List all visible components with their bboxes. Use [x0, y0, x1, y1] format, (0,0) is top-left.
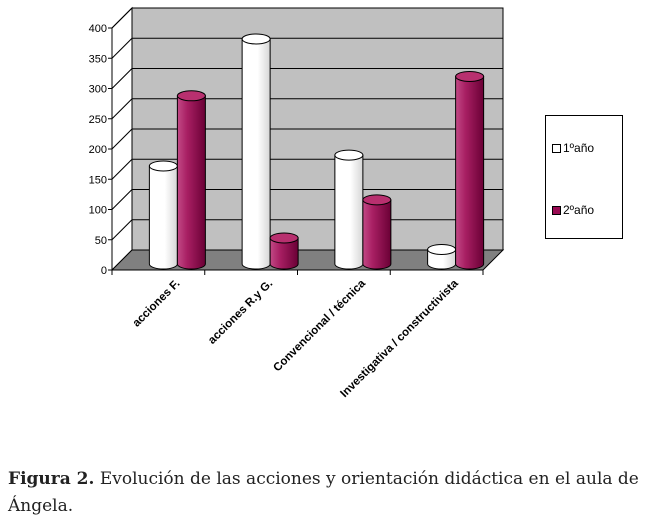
bar-2-2: [269, 232, 299, 270]
gridline-side: [111, 128, 133, 150]
bar-top: [334, 149, 364, 161]
bar-body: [455, 75, 485, 270]
y-tick-label: 50: [95, 235, 107, 247]
legend: 1ºaño 2ºaño: [545, 115, 623, 239]
bar-body: [269, 237, 299, 270]
y-tick-label: 300: [89, 84, 107, 96]
bar-top: [176, 90, 206, 102]
x-label-1: acciones F.: [131, 278, 183, 330]
bar-top: [241, 33, 271, 45]
gridline-side: [111, 68, 133, 89]
legend-item-series-1: 1ºaño: [552, 141, 594, 155]
bar-body: [148, 165, 178, 270]
y-tick-label: 350: [89, 53, 107, 65]
caption-label: Figura 2.: [8, 469, 95, 489]
bar-1-2: [241, 33, 271, 270]
bar-1-3: [334, 149, 364, 270]
bar-top: [148, 160, 178, 172]
legend-label-series-1: 1ºaño: [563, 141, 595, 155]
bar-1-4: [427, 243, 457, 270]
gridline-side: [111, 37, 133, 59]
bar-body: [334, 154, 364, 270]
x-label-2: acciones R.y G.: [206, 278, 275, 347]
bar-top: [269, 232, 299, 244]
x-label-3: Convencional / técnica: [271, 277, 368, 374]
bar-top: [362, 194, 392, 206]
bar-2-4: [455, 70, 485, 270]
gridline-side: [111, 98, 133, 120]
gridline-side: [111, 7, 133, 29]
y-tick-label: 0: [101, 265, 107, 277]
bar-2-1: [176, 90, 206, 270]
y-tick-label: 400: [89, 23, 107, 35]
bar-top: [427, 243, 457, 255]
y-tick-label: 150: [89, 174, 107, 186]
legend-label-series-2: 2ºaño: [563, 203, 595, 217]
y-tick-label: 250: [89, 114, 107, 126]
legend-swatch-series-1: [552, 143, 561, 153]
y-tick-label: 200: [89, 144, 107, 156]
gridline-side: [111, 158, 133, 180]
bar-2-3: [362, 194, 392, 270]
bar-1-1: [148, 160, 178, 270]
bars: [148, 33, 485, 270]
bar-body: [241, 38, 271, 270]
bar-top: [455, 70, 485, 82]
y-axis: 0 50 100 150 200 250 300 350 400: [89, 23, 484, 277]
gridline-side: [111, 189, 133, 210]
caption-text: Evolución de las acciones y orientación …: [8, 469, 639, 516]
bar-body: [176, 95, 206, 270]
bar-body: [362, 199, 392, 270]
legend-swatch-series-2: [552, 205, 561, 215]
y-tick-label: 100: [89, 205, 107, 217]
x-axis-labels: acciones F. acciones R.y G.Convencional /…: [131, 277, 462, 400]
gridline-side: [111, 219, 133, 241]
legend-item-series-2: 2ºaño: [552, 203, 594, 217]
figure-caption: Figura 2. Evolución de las acciones y or…: [8, 466, 648, 520]
